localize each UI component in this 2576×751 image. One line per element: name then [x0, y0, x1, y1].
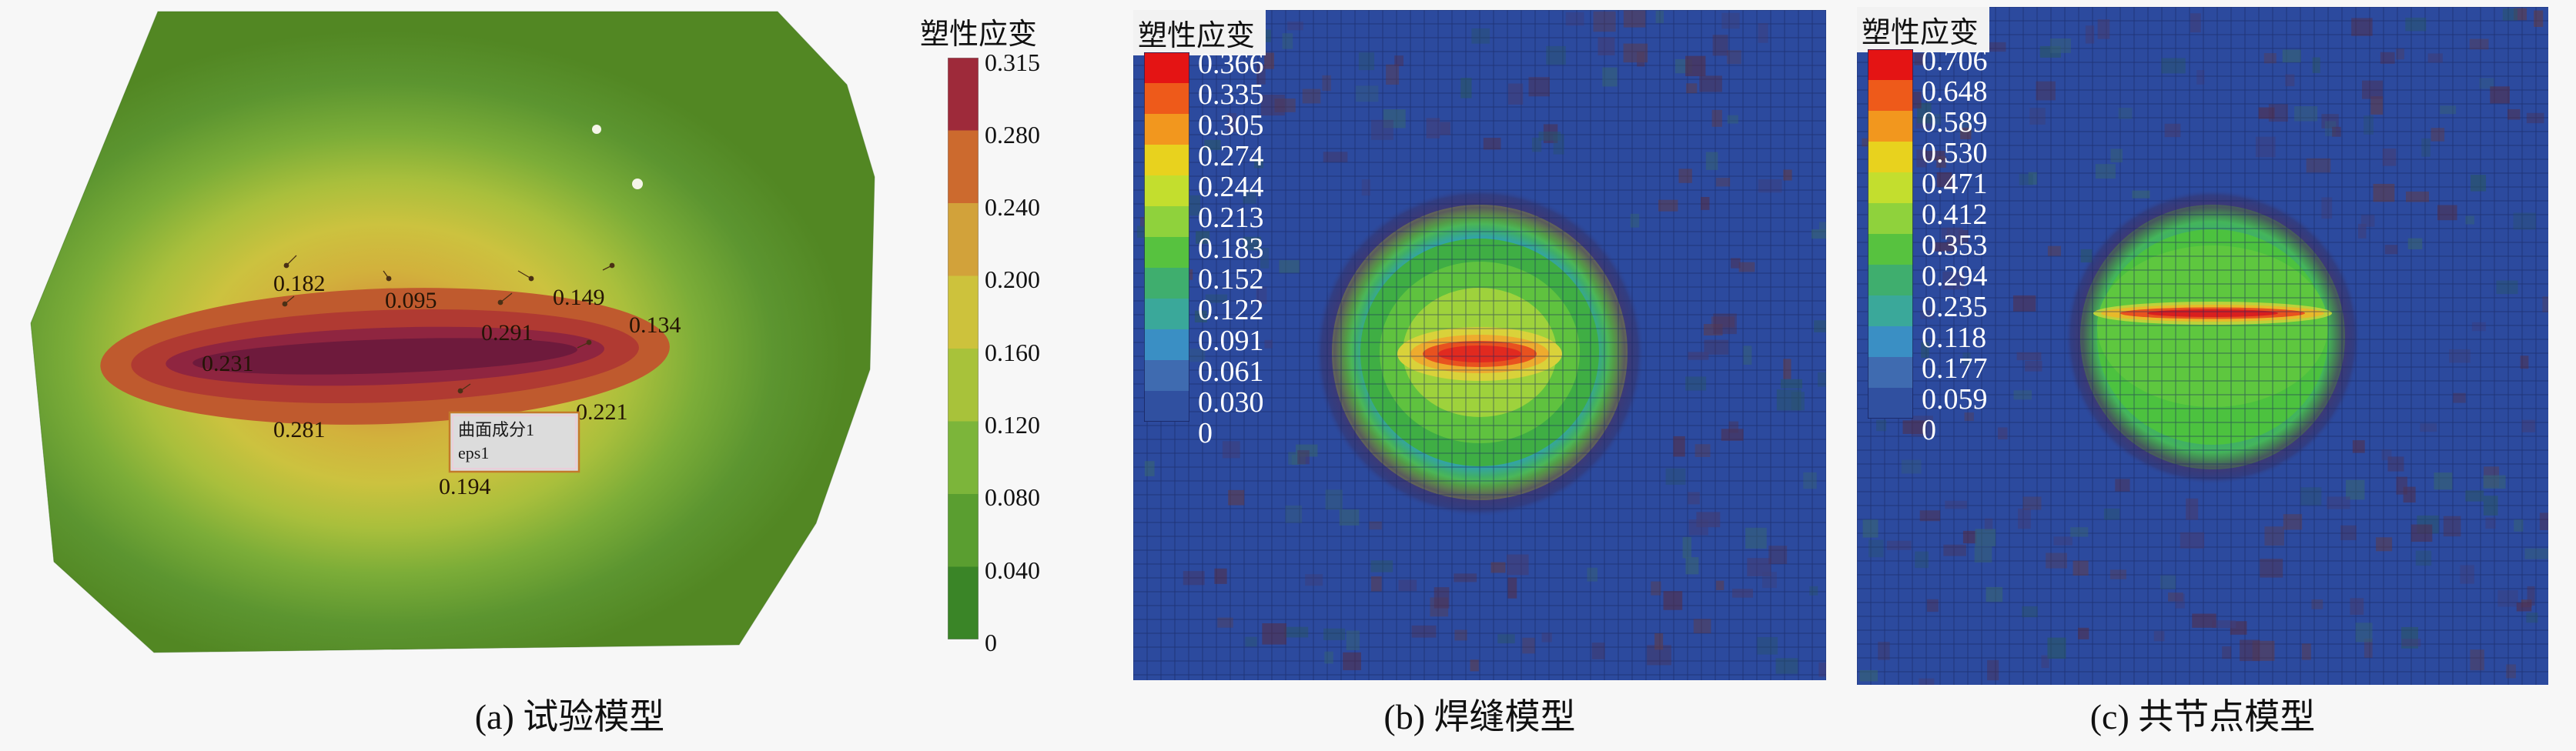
svg-text:0.221: 0.221: [576, 399, 628, 425]
svg-text:0.281: 0.281: [273, 417, 326, 442]
svg-text:0.194: 0.194: [439, 474, 491, 499]
svg-text:0.182: 0.182: [273, 271, 326, 296]
svg-text:0.231: 0.231: [202, 351, 254, 376]
svg-text:eps1: eps1: [458, 443, 489, 462]
svg-text:0.095: 0.095: [385, 288, 437, 313]
svg-text:0.291: 0.291: [481, 320, 534, 345]
svg-text:0.149: 0.149: [553, 285, 605, 310]
svg-text:曲面成分1: 曲面成分1: [458, 420, 534, 439]
svg-text:0.134: 0.134: [629, 312, 681, 338]
